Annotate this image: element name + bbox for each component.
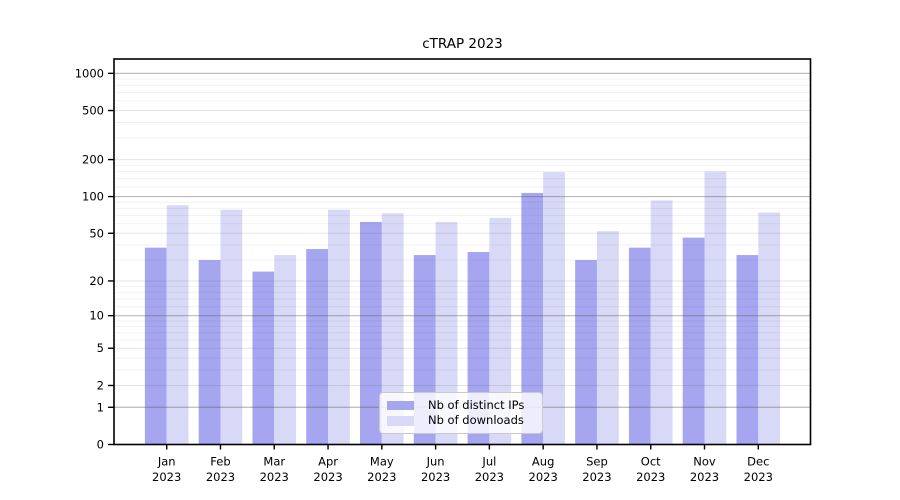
legend-label-downloads: Nb of downloads [428, 413, 524, 427]
y-tick-label: 1 [97, 400, 104, 414]
x-tick-label-year: 2023 [152, 470, 181, 484]
bar-distinct-ips-oct [628, 247, 651, 445]
bar-distinct-ips-mar [252, 271, 275, 445]
x-tick-label-month: Dec [747, 455, 769, 469]
bar-distinct-ips-feb [198, 260, 221, 445]
bar-downloads-nov [704, 171, 727, 445]
x-tick-label-year: 2023 [475, 470, 504, 484]
y-tick-label: 20 [89, 274, 104, 288]
bar-downloads-sep [596, 231, 619, 445]
x-tick-label-month: Jun [426, 455, 445, 469]
legend-item-distinct-ips: Nb of distinct IPs [387, 397, 534, 412]
chart-title: cTRAP 2023 [422, 36, 503, 52]
x-tick-label-year: 2023 [206, 470, 235, 484]
x-tick-label-month: Feb [210, 455, 230, 469]
legend-swatch-downloads [387, 416, 414, 426]
x-tick-label-month: Jan [157, 455, 176, 469]
bar-distinct-ips-aug [521, 192, 544, 445]
x-tick-label-month: Oct [641, 455, 661, 469]
bar-distinct-ips-sep [575, 260, 597, 445]
bar-distinct-ips-jan [144, 247, 167, 445]
y-tick-label: 100 [82, 190, 104, 204]
legend-label-distinct-ips: Nb of distinct IPs [428, 397, 525, 412]
x-tick-label-month: Mar [263, 455, 285, 469]
x-tick-label-year: 2023 [744, 470, 773, 484]
y-tick-label: 200 [82, 153, 104, 167]
x-tick-label-month: Aug [532, 455, 554, 469]
legend: Nb of distinct IPs Nb of downloads [379, 392, 543, 434]
bar-downloads-jun [435, 221, 458, 445]
bar-downloads-feb [220, 209, 243, 445]
bar-downloads-jan [166, 205, 189, 445]
bar-downloads-may [381, 213, 404, 445]
bar-distinct-ips-dec [736, 255, 759, 445]
x-tick-label-year: 2023 [636, 470, 665, 484]
x-tick-label-month: Jul [481, 455, 496, 469]
legend-swatch-distinct-ips [387, 400, 414, 410]
x-tick-label-month: May [370, 455, 394, 469]
bar-downloads-dec [758, 212, 781, 445]
bar-downloads-aug [543, 172, 565, 445]
y-tick-label: 2 [97, 378, 104, 392]
y-tick-label: 50 [89, 226, 104, 240]
x-tick-label-year: 2023 [313, 470, 342, 484]
x-tick-label-year: 2023 [260, 470, 289, 484]
bar-distinct-ips-nov [682, 237, 705, 445]
bar-downloads-jul [489, 217, 512, 445]
axes-spines [113, 58, 812, 446]
x-tick-label-year: 2023 [529, 470, 558, 484]
x-tick-label-month: Nov [693, 455, 716, 469]
x-tick-label-month: Apr [318, 455, 338, 469]
bar-distinct-ips-may [360, 221, 382, 445]
bar-downloads-oct [650, 200, 673, 445]
x-tick-label-year: 2023 [367, 470, 396, 484]
x-tick-label-year: 2023 [690, 470, 719, 484]
bar-downloads-apr [328, 209, 350, 445]
bar-downloads-mar [274, 255, 297, 445]
x-tick-label-month: Sep [586, 455, 608, 469]
bar-distinct-ips-apr [306, 249, 329, 445]
y-tick-label: 1000 [75, 66, 104, 80]
legend-item-downloads: Nb of downloads [387, 413, 534, 427]
y-tick-label: 500 [82, 104, 104, 118]
x-tick-label-year: 2023 [582, 470, 611, 484]
y-tick-label: 5 [97, 341, 104, 355]
y-tick-label: 0 [97, 438, 104, 452]
y-tick-label: 10 [89, 309, 104, 323]
x-tick-label-year: 2023 [421, 470, 450, 484]
